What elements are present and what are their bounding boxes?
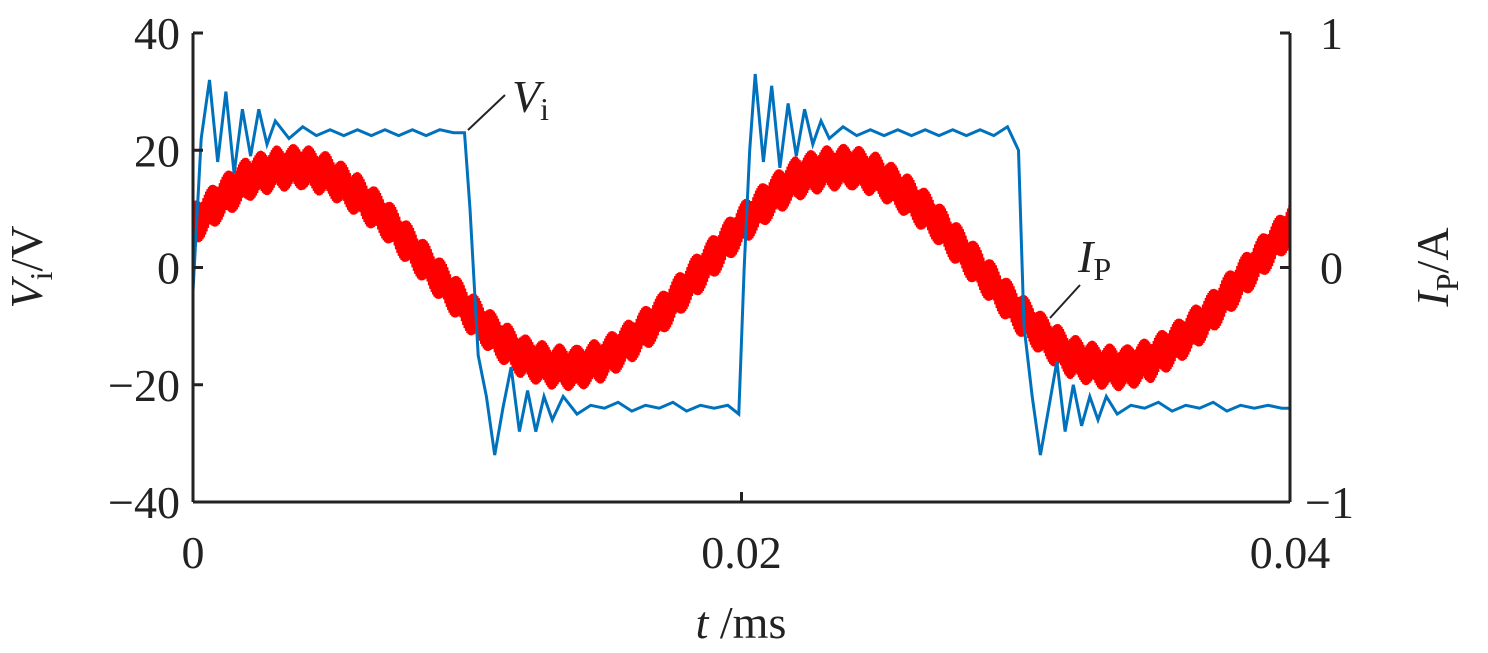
x-tick-label: 0 bbox=[182, 527, 205, 578]
y-right-tick-label: 0 bbox=[1320, 243, 1343, 294]
y-axis-left-label: Vi/V bbox=[1, 226, 59, 309]
axes: 0 0.02 0.04 40 20 0 −20 −40 1 0 −1 bbox=[108, 8, 1354, 578]
annotation-vi: Vi bbox=[512, 71, 549, 127]
plot-area bbox=[191, 73, 1291, 456]
x-axis-label: t /ms bbox=[696, 597, 787, 648]
x-tick-label: 0.04 bbox=[1250, 527, 1331, 578]
annotation-ip: IP bbox=[1077, 231, 1111, 287]
y-right-tick-label: −1 bbox=[1305, 477, 1354, 528]
series-ip-line bbox=[192, 143, 1291, 392]
annotation-ip-leader bbox=[1049, 284, 1081, 319]
y-left-tick-label: −40 bbox=[108, 477, 180, 528]
y-left-tick-label: 40 bbox=[134, 8, 180, 59]
x-tick-label: 0.02 bbox=[701, 527, 782, 578]
y-left-tick-label: 0 bbox=[157, 243, 180, 294]
series-vi-line bbox=[191, 73, 1290, 456]
y-left-tick-label: −20 bbox=[108, 360, 180, 411]
y-left-tick-label: 20 bbox=[134, 125, 180, 176]
annotation-vi-leader bbox=[467, 94, 506, 131]
y-right-tick-label: 1 bbox=[1320, 8, 1343, 59]
y-axis-right-label: IP/A bbox=[1407, 227, 1465, 307]
